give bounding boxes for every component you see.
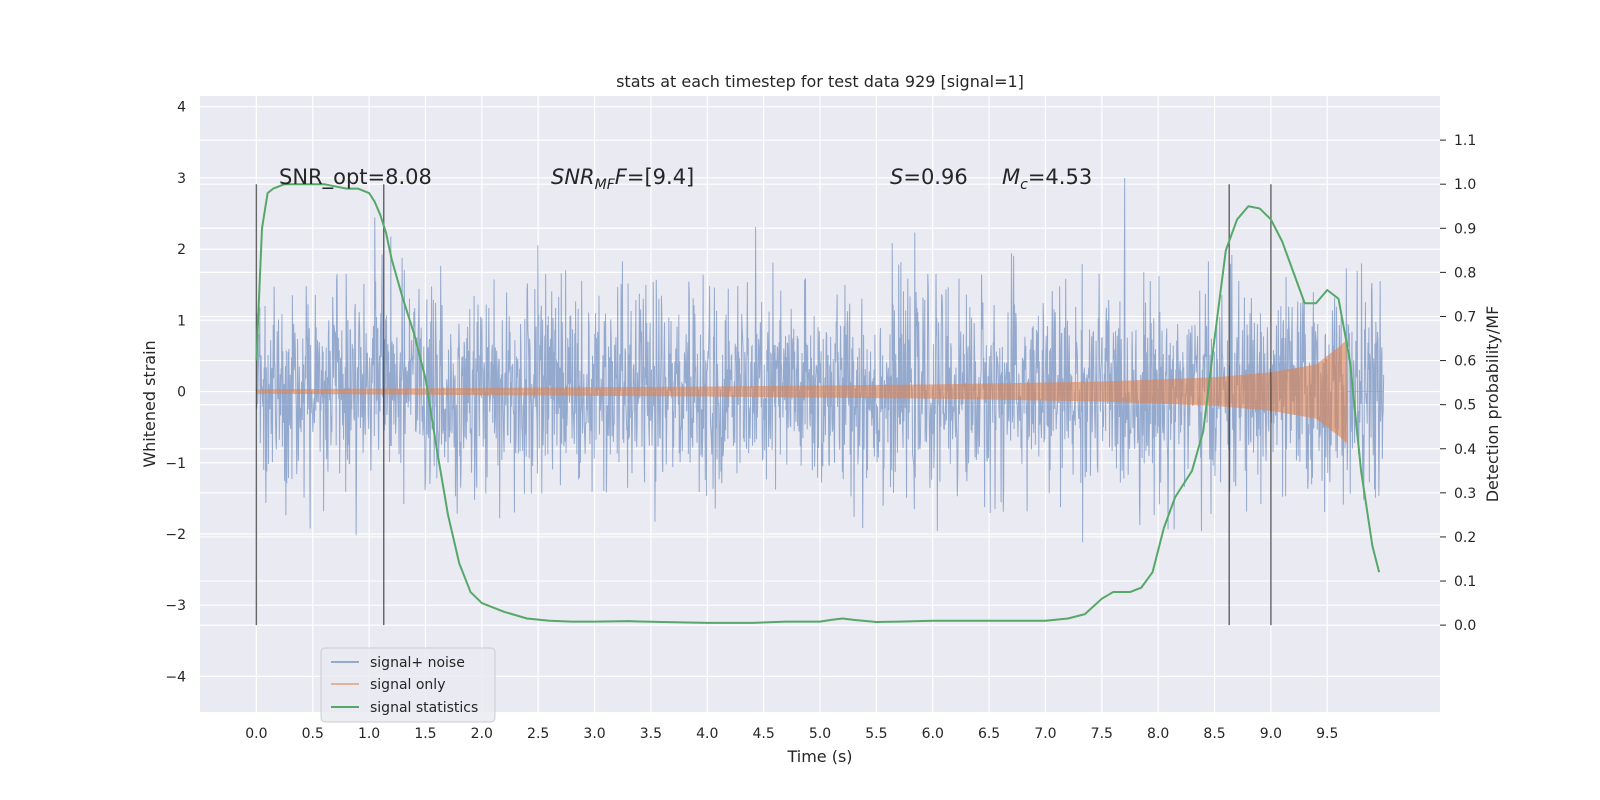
annotation-mc: Mc=4.53 xyxy=(1002,165,1092,193)
annotations: SNR_opt=8.08 SNRMFF=[9.4] S=0.96 Mc=4.53 xyxy=(279,165,1092,193)
x-tick-label-8: 4.0 xyxy=(696,726,718,742)
x-tick-label-9: 4.5 xyxy=(753,726,775,742)
legend-box xyxy=(320,647,496,723)
legend-label-signal-statistics: signal statistics xyxy=(370,700,478,716)
axes: 0.0 0.5 1.0 1.5 2.0 2.5 3.0 3.5 4.0 4.5 5.0 5.5 6.0 6… xyxy=(165,100,1476,742)
series-signal-noise-line xyxy=(255,177,1385,543)
right-tick-label-10: 0.1 xyxy=(1454,574,1476,590)
left-tick-label-7: −3 xyxy=(165,598,186,614)
chart-title: stats at each timestep for test data 929… xyxy=(616,72,1024,91)
x-tick-label-13: 6.5 xyxy=(978,726,1000,742)
right-tick-label-7: 0.4 xyxy=(1454,442,1476,458)
x-tick-label-2: 1.0 xyxy=(358,726,380,742)
legend: signal+ noise signal only signal statist… xyxy=(320,647,496,723)
right-tick-label-5: 0.6 xyxy=(1454,354,1476,370)
left-tick-label-1: 3 xyxy=(177,171,186,187)
x-tick-label-19: 9.5 xyxy=(1316,726,1338,742)
x-tick-label-18: 9.0 xyxy=(1260,726,1282,742)
annotation-snr-mf-main: SNR xyxy=(551,165,595,189)
right-tick-label-0: 1.1 xyxy=(1454,133,1476,149)
x-tick-label-17: 8.5 xyxy=(1203,726,1225,742)
left-tick-label-0: 4 xyxy=(177,100,186,116)
annotation-mc-sub: c xyxy=(1020,177,1028,193)
right-tick-label-3: 0.8 xyxy=(1454,265,1476,281)
legend-label-signal-only: signal only xyxy=(370,677,445,693)
x-tick-label-3: 1.5 xyxy=(414,726,436,742)
legend-label-signal-noise: signal+ noise xyxy=(370,655,465,671)
x-tick-label-4: 2.0 xyxy=(471,726,493,742)
x-tick-label-12: 6.0 xyxy=(922,726,944,742)
annotation-snr-mf-value: =[9.4] xyxy=(627,165,694,189)
series-signal-only-line xyxy=(255,340,1384,443)
annotation-snr-mf-sub: MF xyxy=(595,177,616,193)
right-tick-label-1: 1.0 xyxy=(1454,177,1476,193)
annotation-s-var: S xyxy=(890,165,903,189)
x-tick-label-0: 0.0 xyxy=(245,726,267,742)
right-y-axis-label: Detection probability/MF xyxy=(1483,306,1502,503)
annotation-snr-mf-f: F xyxy=(615,165,628,189)
right-tick-label-9: 0.2 xyxy=(1454,530,1476,546)
annotation-s-value: =0.96 xyxy=(903,165,967,189)
plot-area xyxy=(255,177,1385,626)
left-tick-label-2: 2 xyxy=(177,242,186,258)
left-tick-label-3: 1 xyxy=(177,313,186,329)
right-tick-label-8: 0.3 xyxy=(1454,486,1476,502)
right-tick-label-2: 0.9 xyxy=(1454,221,1476,237)
x-tick-label-7: 3.5 xyxy=(640,726,662,742)
x-tick-label-6: 3.0 xyxy=(583,726,605,742)
x-tick-label-14: 7.0 xyxy=(1034,726,1056,742)
series-signal-statistics-line xyxy=(255,183,1381,624)
annotation-snr-opt: SNR_opt=8.08 xyxy=(279,165,432,190)
left-y-axis-label: Whitened strain xyxy=(140,340,159,467)
right-tick-label-6: 0.5 xyxy=(1454,398,1476,414)
x-axis-label: Time (s) xyxy=(786,747,852,766)
x-tick-label-11: 5.5 xyxy=(865,726,887,742)
left-tick-label-5: −1 xyxy=(165,456,186,472)
x-tick-label-15: 7.5 xyxy=(1091,726,1113,742)
left-tick-label-8: −4 xyxy=(165,669,186,685)
annotation-mc-var: M xyxy=(1002,165,1020,189)
x-tick-label-5: 2.5 xyxy=(527,726,549,742)
left-tick-label-6: −2 xyxy=(165,527,186,543)
left-tick-label-4: 0 xyxy=(177,385,186,401)
right-tick-label-11: 0.0 xyxy=(1454,618,1476,634)
right-tick-label-4: 0.7 xyxy=(1454,309,1476,325)
annotation-s: S=0.96 xyxy=(890,165,968,189)
annotation-mc-value: =4.53 xyxy=(1028,165,1092,189)
annotation-snr-mf: SNRMFF=[9.4] xyxy=(551,165,694,193)
x-tick-label-10: 5.0 xyxy=(809,726,831,742)
x-tick-label-16: 8.0 xyxy=(1147,726,1169,742)
x-tick-label-1: 0.5 xyxy=(302,726,324,742)
